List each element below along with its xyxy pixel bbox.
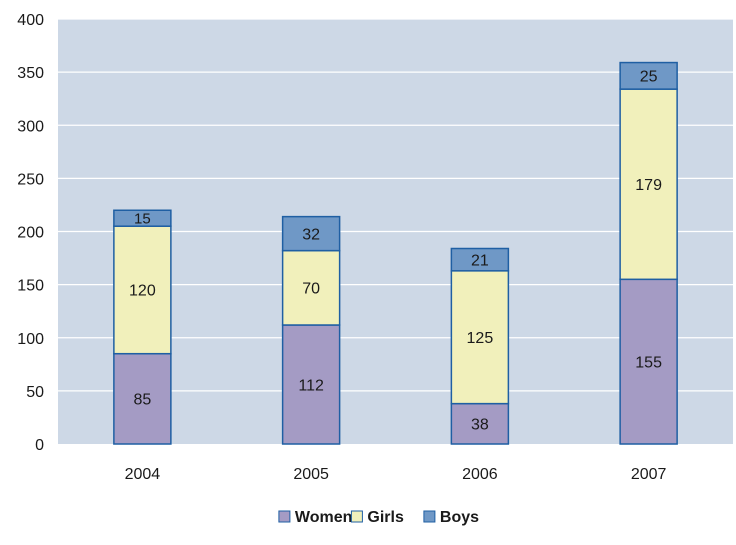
bar-segment-women [113,352,172,445]
data-label: 38 [471,417,489,434]
data-label: 25 [640,69,658,86]
data-label: 21 [471,252,489,269]
y-tick-label: 250 [17,171,44,188]
y-axis-tick-labels: 0 50 100 150 200 250 300 350 400 [17,12,44,454]
y-tick-label: 400 [17,12,44,29]
y-tick-label: 350 [17,65,44,82]
data-label: 15 [134,211,151,228]
x-tick-label: 2005 [293,466,329,483]
bar-segment-girls [281,249,341,326]
data-label: 32 [302,226,320,243]
bars: 85 120 15 112 70 32 38 125 21 155 179 25 [113,61,678,445]
legend-swatch-women [278,510,291,523]
x-tick-label: 2006 [462,466,498,483]
bar-segment-boys [450,247,510,272]
y-tick-label: 200 [17,225,44,242]
y-tick-label: 50 [26,384,44,401]
legend-label: Women [295,509,352,526]
bar-segment-boys [619,61,678,90]
bar-segment-boys [281,215,341,252]
legend-swatch-girls [350,510,363,523]
bar-segment-girls [619,88,678,281]
bar-segment-boys [113,209,172,227]
legend-swatch-boys [423,510,436,523]
data-label: 179 [635,177,662,194]
data-label: 120 [129,283,156,300]
y-tick-label: 0 [35,437,44,454]
bar-segment-women [619,278,678,445]
data-label: 125 [467,330,494,347]
bar-segment-girls [113,225,172,355]
y-tick-label: 300 [17,118,44,135]
x-axis-tick-labels: 2004 2005 2006 2007 [125,466,667,483]
x-tick-label: 2007 [631,466,667,483]
data-label: 85 [133,392,151,409]
data-label: 112 [298,377,324,394]
legend-label: Girls [367,509,404,526]
data-label: 70 [302,281,320,298]
bar-segment-women [281,324,341,445]
x-tick-label: 2004 [125,466,161,483]
legend: Women Girls Boys [278,509,479,526]
y-tick-label: 150 [17,278,44,295]
y-tick-label: 100 [17,331,44,348]
bar-segment-girls [450,270,510,405]
data-label: 155 [635,354,662,371]
legend-label: Boys [440,509,479,526]
